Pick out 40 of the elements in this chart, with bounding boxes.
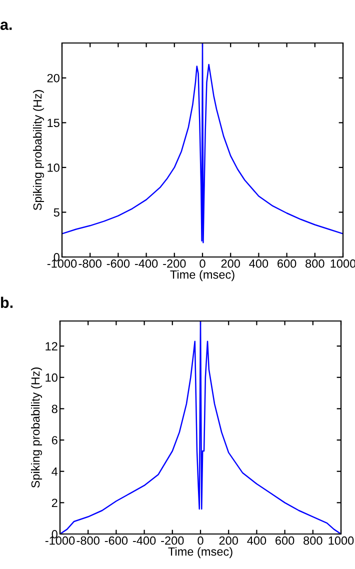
y-tick-label: 10: [48, 163, 60, 172]
x-tick-label: -400: [135, 259, 158, 268]
y-axis-title: Spiking probability (Hz): [31, 368, 42, 488]
x-tick-label: 200: [221, 259, 240, 268]
x-tick-label: -400: [133, 536, 156, 545]
x-tick-label: -200: [163, 259, 186, 268]
y-tick-label: 0: [52, 530, 58, 538]
y-tick-label: 5: [54, 208, 60, 217]
x-tick-label: 800: [306, 259, 324, 268]
x-tick-label: 800: [304, 536, 322, 545]
x-axis-title: Time (msec): [170, 270, 234, 282]
x-tick-label: -1000: [47, 259, 77, 268]
x-tick-label: -600: [106, 259, 130, 268]
x-tick-label: -1000: [45, 536, 75, 545]
text: b.: [1, 296, 13, 308]
x-tick-label: 600: [276, 536, 294, 545]
y-tick-label: 0: [54, 253, 60, 262]
y-tick-label: 15: [48, 118, 60, 128]
x-tick-label: 200: [219, 536, 238, 545]
y-tick-label: 4: [52, 468, 58, 476]
x-tick-label: -600: [104, 536, 128, 545]
text: a.: [0, 22, 12, 30]
y-tick-label: 6: [52, 436, 58, 444]
y-tick-label: 2: [52, 498, 58, 507]
x-tick-label: -800: [76, 536, 100, 545]
y-tick-label: 12: [46, 342, 58, 350]
y-tick-label: 20: [47, 74, 60, 82]
x-tick-label: 400: [249, 259, 268, 268]
x-tick-label: -800: [78, 259, 102, 268]
x-tick-label: 1000: [328, 536, 354, 545]
y-axis-title: Spiking probability (Hz): [33, 90, 44, 210]
x-tick-label: 0: [198, 536, 204, 545]
y-tick-label: 10: [46, 373, 58, 382]
y-tick-label: 8: [52, 404, 58, 414]
x-tick-label: 600: [278, 259, 296, 268]
x-tick-label: 0: [200, 259, 206, 268]
x-tick-label: 400: [247, 536, 266, 545]
line-series: [60, 321, 341, 534]
x-tick-label: -200: [161, 536, 184, 545]
x-axis-title: Time (msec): [168, 547, 232, 558]
